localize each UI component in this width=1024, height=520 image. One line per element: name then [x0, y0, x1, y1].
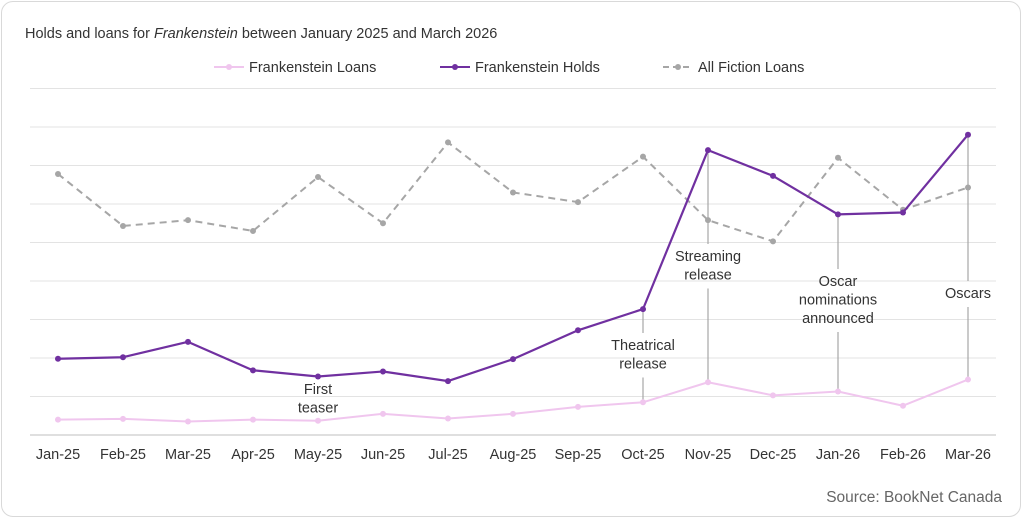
series-line — [57, 133, 969, 383]
x-tick-label: Feb-25 — [100, 447, 146, 463]
data-point — [770, 392, 776, 399]
series — [55, 376, 971, 425]
data-point — [380, 220, 386, 227]
annotation-label: Oscars — [945, 286, 991, 302]
data-point — [250, 416, 256, 423]
x-tick-label: Dec-25 — [750, 447, 797, 463]
data-point — [575, 199, 581, 206]
annotation-label: nominations — [799, 293, 877, 309]
source-note: Source: BookNet Canada — [826, 489, 1002, 506]
x-tick-label: Sep-25 — [555, 447, 602, 463]
x-tick-label: Mar-26 — [945, 447, 991, 463]
data-point — [705, 147, 711, 154]
annotation-label: teaser — [298, 401, 338, 417]
data-point — [315, 417, 321, 424]
data-point — [835, 211, 841, 218]
legend: Frankenstein Loans Frankenstein Holds All … — [214, 60, 804, 76]
annotation-label: release — [619, 357, 667, 373]
legend-marker — [452, 64, 458, 70]
data-point — [705, 379, 711, 386]
data-point — [965, 131, 971, 138]
data-point — [510, 410, 516, 417]
x-tick-label: Jun-25 — [361, 447, 405, 463]
chart-title-part: between January 2025 and March 2026 — [238, 26, 498, 42]
x-tick-label: Feb-26 — [880, 447, 926, 463]
x-tick-label: Aug-25 — [490, 447, 537, 463]
legend-label: Frankenstein Loans — [249, 60, 376, 76]
data-point — [900, 402, 906, 409]
data-point — [575, 327, 581, 334]
annotations: First teaser Theatrical release Streaming rel… — [298, 134, 991, 417]
series — [55, 131, 971, 385]
annotation-label: Streaming — [675, 249, 741, 265]
x-tick-label: Nov-25 — [685, 447, 732, 463]
annotation: Theatrical release — [611, 309, 675, 403]
data-point — [120, 222, 126, 229]
legend-item: Frankenstein Loans — [214, 60, 376, 76]
data-point — [315, 373, 321, 380]
data-point — [835, 388, 841, 395]
data-point — [315, 174, 321, 181]
annotation-label: release — [684, 268, 732, 284]
data-point — [770, 238, 776, 245]
annotation: Oscar nominations announced — [799, 214, 877, 392]
legend-item: All Fiction Loans — [663, 60, 804, 76]
legend-item: Frankenstein Holds — [440, 60, 600, 76]
series-group — [55, 131, 971, 425]
data-point — [445, 139, 451, 146]
data-point — [250, 227, 256, 234]
data-point — [55, 355, 61, 362]
series — [55, 139, 971, 245]
data-point — [55, 416, 61, 423]
data-point — [120, 415, 126, 422]
data-point — [250, 367, 256, 374]
x-tick-label: Jan-26 — [816, 447, 860, 463]
data-point — [705, 217, 711, 224]
data-point — [510, 356, 516, 363]
data-point — [120, 354, 126, 361]
annotation-label: First — [304, 382, 332, 398]
annotation: First teaser — [298, 382, 338, 417]
chart-title-part: Holds and loans for — [25, 26, 154, 42]
data-point — [900, 209, 906, 216]
data-point — [510, 189, 516, 196]
annotation: Streaming release — [675, 150, 741, 383]
data-point — [55, 170, 61, 177]
gridlines — [30, 88, 996, 436]
annotation-label: Oscar — [819, 274, 858, 290]
chart-title: Holds and loans for Frankenstein between… — [25, 26, 497, 42]
annotation: Oscars — [945, 134, 991, 380]
annotation-label: Theatrical — [611, 338, 675, 354]
data-point — [640, 399, 646, 406]
x-axis-ticks: Jan-25 Feb-25 Mar-25 Apr-25 May-25 Jun-25 Jul-… — [36, 447, 991, 463]
data-point — [380, 368, 386, 375]
data-point — [770, 172, 776, 179]
data-point — [965, 184, 971, 191]
data-point — [445, 415, 451, 422]
x-tick-label: Jan-25 — [36, 447, 80, 463]
legend-marker — [675, 64, 681, 70]
data-point — [965, 376, 971, 383]
data-point — [380, 410, 386, 417]
data-point — [445, 378, 451, 385]
x-tick-label: Apr-25 — [231, 447, 275, 463]
data-point — [640, 153, 646, 160]
legend-marker — [226, 64, 232, 70]
legend-label: Frankenstein Holds — [475, 60, 600, 76]
data-point — [185, 217, 191, 224]
data-point — [575, 403, 581, 410]
x-tick-label: Mar-25 — [165, 447, 211, 463]
data-point — [185, 338, 191, 345]
data-point — [640, 306, 646, 313]
x-tick-label: Oct-25 — [621, 447, 665, 463]
chart-title-part: Frankenstein — [154, 26, 238, 42]
legend-label: All Fiction Loans — [698, 60, 804, 76]
x-tick-label: Jul-25 — [428, 447, 468, 463]
data-point — [185, 418, 191, 425]
x-tick-label: May-25 — [294, 447, 342, 463]
data-point — [835, 154, 841, 161]
annotation-label: announced — [802, 311, 874, 327]
